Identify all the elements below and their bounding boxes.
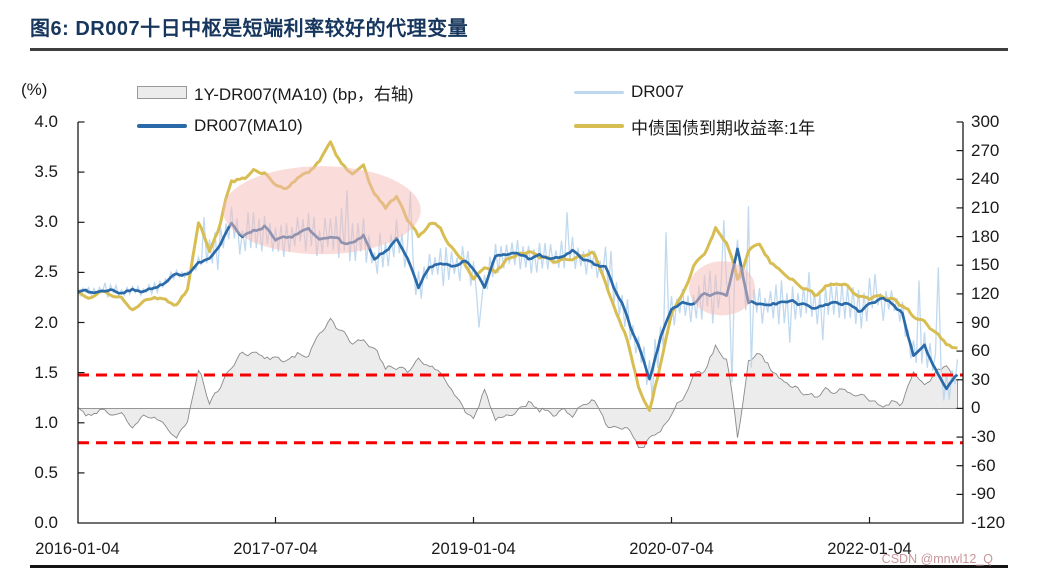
line-swatch-icon bbox=[574, 124, 624, 128]
legend-label-dr007: DR007 bbox=[631, 82, 684, 101]
legend-label-dr007-ma10: DR007(MA10) bbox=[194, 116, 303, 135]
figure-title: 图6: DR007十日中枢是短端利率较好的代理变量 bbox=[30, 18, 469, 40]
right-axis-tick-label: 90 bbox=[971, 312, 990, 332]
right-axis-tick-label: -120 bbox=[971, 513, 1006, 532]
legend-label-spread: 1Y-DR007(MA10) (bp，右轴) bbox=[194, 84, 414, 104]
left-axis-tick-label: 4.0 bbox=[34, 112, 58, 131]
left-axis-unit-label: (%) bbox=[21, 80, 48, 99]
left-axis-tick-label: 2.5 bbox=[34, 262, 58, 282]
title-underline bbox=[30, 48, 1008, 51]
x-axis-tick-label: 2017-07-04 bbox=[233, 540, 318, 558]
right-axis-tick-label: 0 bbox=[971, 398, 981, 418]
bottom-border bbox=[30, 565, 1008, 568]
right-axis-tick-label: 60 bbox=[971, 341, 990, 361]
x-axis-tick-label: 2016-01-04 bbox=[35, 540, 120, 558]
left-axis-tick-label: 1.0 bbox=[34, 412, 58, 432]
left-axis-tick-label: 2.0 bbox=[34, 312, 58, 332]
right-axis-tick-label: -30 bbox=[971, 427, 996, 447]
line-swatch-icon bbox=[137, 124, 187, 128]
left-axis-tick-label: 0.5 bbox=[34, 462, 58, 482]
right-axis-tick-label: 30 bbox=[971, 369, 990, 389]
right-axis-tick-label: 240 bbox=[971, 169, 1000, 189]
legend-item-bond1y: 中债国债到期收益率:1年 bbox=[574, 115, 816, 138]
right-axis-tick-label: 120 bbox=[971, 283, 1000, 303]
x-axis-tick-label: 2019-01-04 bbox=[431, 540, 516, 558]
x-axis-tick-label: 2020-07-04 bbox=[629, 540, 714, 558]
legend-item-dr007: DR007 bbox=[574, 81, 684, 103]
x-axis-tick-label: 2022-01-04 bbox=[827, 540, 912, 558]
legend-label-bond1y: 中债国债到期收益率:1年 bbox=[631, 118, 816, 138]
area-swatch-icon bbox=[137, 85, 187, 99]
left-axis-tick-label: 0.0 bbox=[34, 513, 58, 532]
line-swatch-icon bbox=[574, 90, 624, 94]
watermark: CSDN @mnwl12_Q bbox=[881, 552, 993, 566]
legend-item-spread: 1Y-DR007(MA10) (bp，右轴) bbox=[137, 81, 414, 104]
left-axis-tick-label: 1.5 bbox=[34, 362, 58, 382]
legend-item-dr007-ma10: DR007(MA10) bbox=[137, 115, 303, 137]
right-axis-tick-label: -60 bbox=[971, 455, 996, 475]
right-axis-tick-label: 180 bbox=[971, 226, 1000, 246]
left-axis-tick-label: 3.5 bbox=[34, 162, 58, 182]
right-axis-tick-label: 270 bbox=[971, 140, 1000, 160]
right-axis-tick-label: 210 bbox=[971, 197, 1000, 217]
right-axis-tick-label: 300 bbox=[971, 112, 1000, 131]
right-axis-tick-label: -90 bbox=[971, 484, 996, 504]
right-axis-tick-label: 150 bbox=[971, 255, 1000, 275]
left-axis-tick-label: 3.0 bbox=[34, 212, 58, 232]
